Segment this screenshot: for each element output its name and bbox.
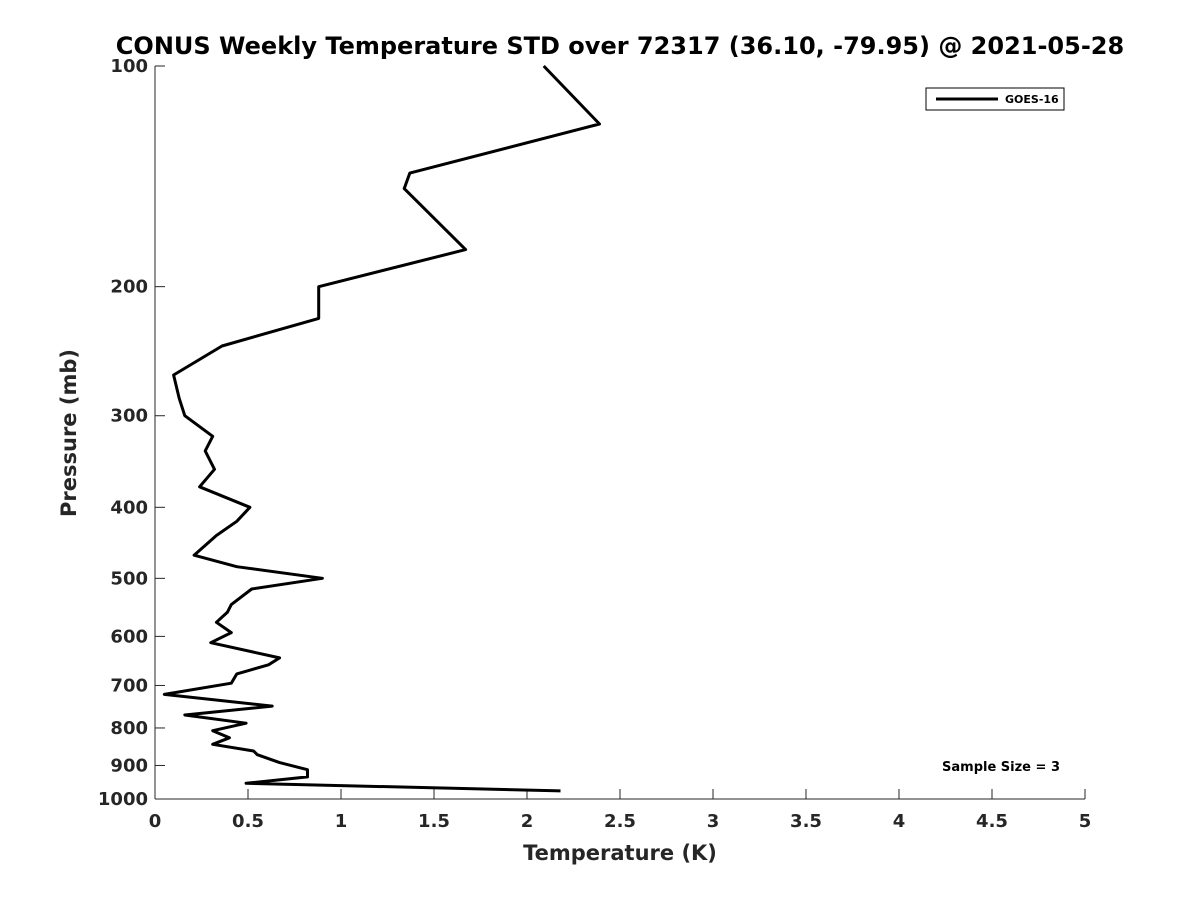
y-tick-label: 200 <box>110 277 148 298</box>
x-tick-label: 2.5 <box>604 811 636 832</box>
x-tick-label: 4.5 <box>976 811 1008 832</box>
x-tick-label: 0 <box>149 811 162 832</box>
x-tick-label: 2 <box>521 811 534 832</box>
x-tick-label: 1 <box>335 811 348 832</box>
x-axis-ticks: 0 0.5 1 1.5 2 2.5 3 3.5 4 4.5 5 <box>149 789 1092 832</box>
y-tick-label: 500 <box>110 568 148 589</box>
y-tick-label: 300 <box>110 406 148 427</box>
y-tick-label: 400 <box>110 497 148 518</box>
x-tick-label: 3 <box>707 811 720 832</box>
x-tick-label: 4 <box>893 811 906 832</box>
legend-label: GOES-16 <box>1005 93 1059 106</box>
sample-size-annotation: Sample Size = 3 <box>942 760 1060 775</box>
x-tick-label: 0.5 <box>232 811 264 832</box>
x-tick-label: 5 <box>1079 811 1092 832</box>
y-tick-label: 1000 <box>98 789 148 810</box>
y-tick-label: 100 <box>110 56 148 77</box>
y-tick-label: 700 <box>110 675 148 696</box>
legend: GOES-16 <box>925 87 1065 111</box>
y-axis-ticks: 100 200 300 400 500 600 700 800 900 1000 <box>98 56 165 810</box>
y-tick-label: 600 <box>110 626 148 647</box>
series-line-goes16 <box>162 64 601 793</box>
y-axis-label: Pressure (mb) <box>57 349 81 517</box>
y-tick-label: 900 <box>110 755 148 776</box>
x-tick-label: 1.5 <box>418 811 450 832</box>
x-tick-label: 3.5 <box>790 811 822 832</box>
y-tick-label: 800 <box>110 718 148 739</box>
x-axis-label: Temperature (K) <box>523 841 717 865</box>
chart-title: CONUS Weekly Temperature STD over 72317 … <box>116 32 1124 60</box>
